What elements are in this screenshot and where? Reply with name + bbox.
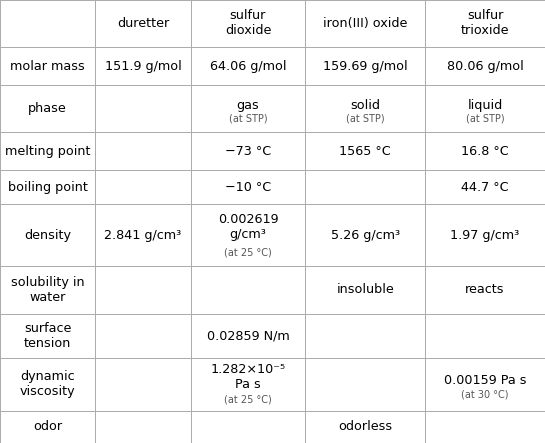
Text: dynamic
viscosity: dynamic viscosity [20,370,76,398]
Text: insoluble: insoluble [336,284,394,296]
Text: molar mass: molar mass [10,60,85,73]
Text: (at STP): (at STP) [229,113,267,123]
Text: (at 25 °C): (at 25 °C) [224,394,272,404]
Text: duretter: duretter [117,17,169,30]
Text: −10 °C: −10 °C [225,181,271,194]
Text: 1565 °C: 1565 °C [340,144,391,158]
Text: density: density [24,229,71,241]
Text: sulfur
dioxide: sulfur dioxide [225,9,271,38]
Text: 159.69 g/mol: 159.69 g/mol [323,60,408,73]
Text: odor: odor [33,420,62,434]
Text: odorless: odorless [338,420,392,434]
Text: 1.97 g/cm³: 1.97 g/cm³ [450,229,520,241]
Text: surface
tension: surface tension [24,322,71,350]
Text: (at 30 °C): (at 30 °C) [461,390,509,400]
Text: 2.841 g/cm³: 2.841 g/cm³ [105,229,181,241]
Text: 80.06 g/mol: 80.06 g/mol [447,60,523,73]
Text: 0.002619
g/cm³: 0.002619 g/cm³ [217,213,278,241]
Text: melting point: melting point [5,144,90,158]
Text: (at 25 °C): (at 25 °C) [224,247,272,257]
Text: 44.7 °C: 44.7 °C [461,181,509,194]
Text: iron(III) oxide: iron(III) oxide [323,17,407,30]
Text: sulfur
trioxide: sulfur trioxide [461,9,509,38]
Text: 0.02859 N/m: 0.02859 N/m [207,329,289,342]
Text: 0.00159 Pa s: 0.00159 Pa s [444,373,526,387]
Text: 151.9 g/mol: 151.9 g/mol [105,60,181,73]
Text: phase: phase [28,102,67,115]
Text: liquid: liquid [468,99,502,112]
Text: 1.282×10⁻⁵
Pa s: 1.282×10⁻⁵ Pa s [210,363,286,391]
Text: (at STP): (at STP) [466,113,504,123]
Text: boiling point: boiling point [8,181,88,194]
Text: solid: solid [350,99,380,112]
Text: 5.26 g/cm³: 5.26 g/cm³ [331,229,399,241]
Text: 16.8 °C: 16.8 °C [461,144,509,158]
Text: 64.06 g/mol: 64.06 g/mol [210,60,286,73]
Text: gas: gas [237,99,259,112]
Text: −73 °C: −73 °C [225,144,271,158]
Text: solubility in
water: solubility in water [11,276,84,304]
Text: reacts: reacts [465,284,505,296]
Text: (at STP): (at STP) [346,113,384,123]
